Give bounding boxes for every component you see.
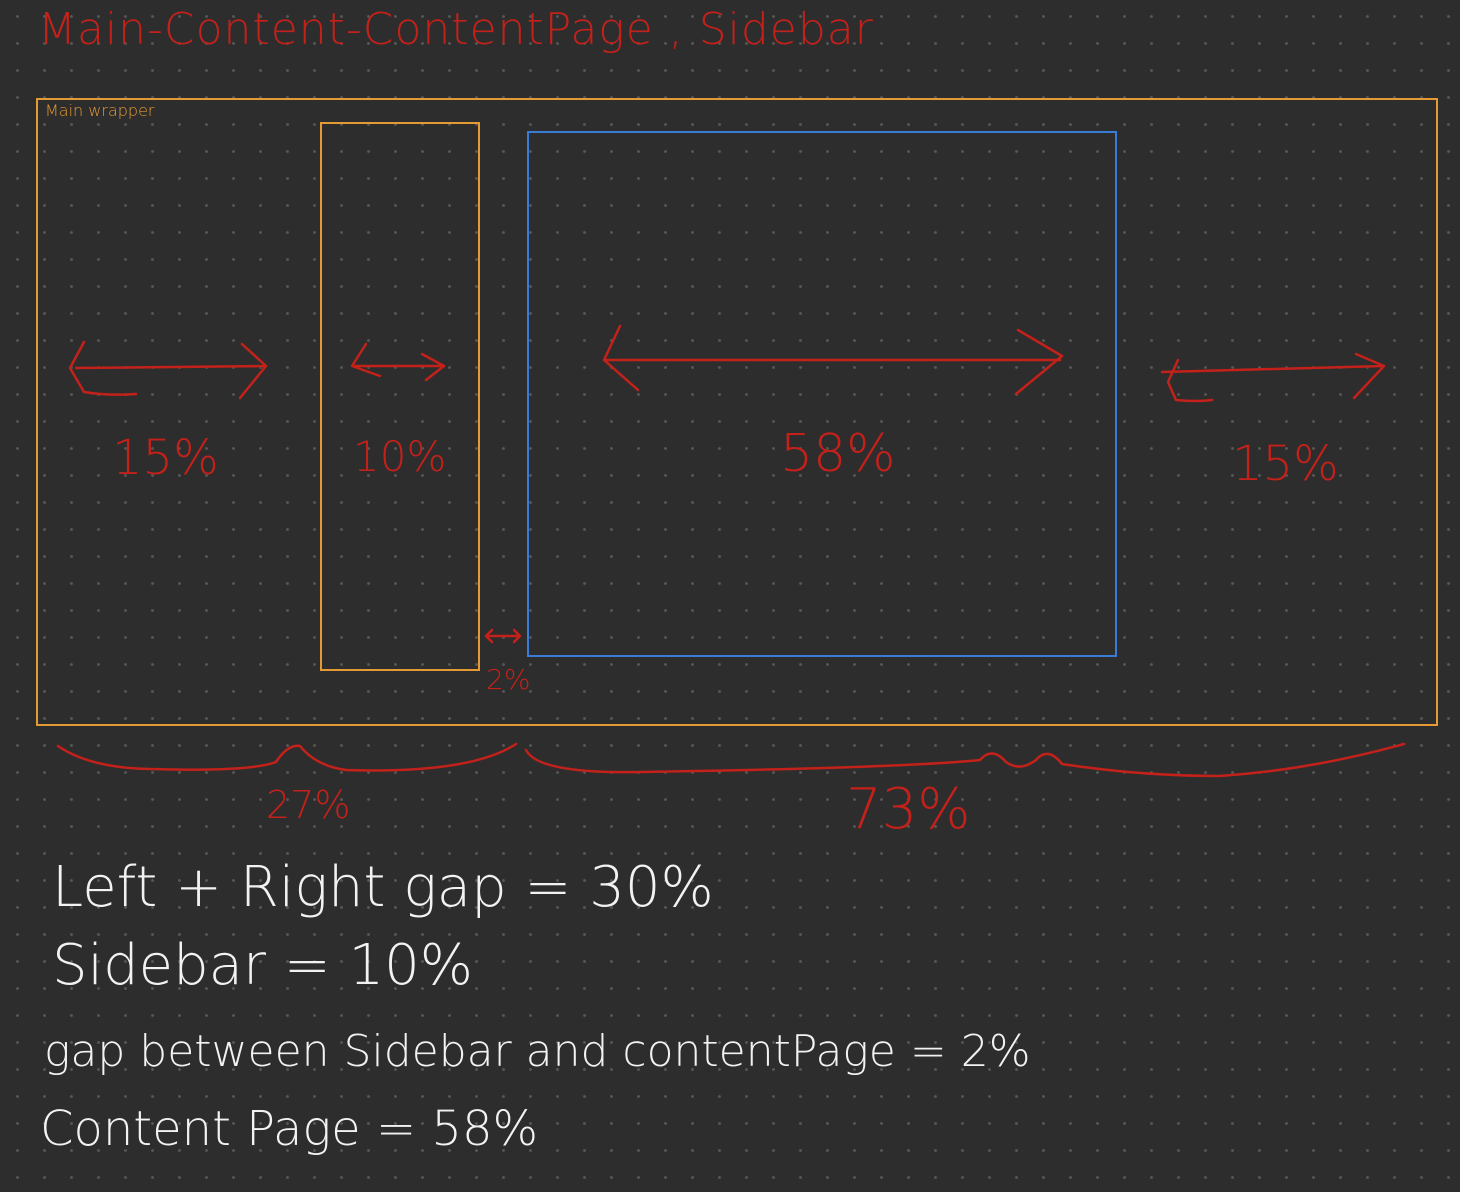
content-page-box <box>527 131 1117 657</box>
note-content: Content Page = 58% <box>40 1101 539 1157</box>
note-between: gap between Sidebar and contentPage = 2% <box>44 1026 1031 1077</box>
sidebar-box <box>320 122 480 671</box>
sidebar-percent: 10% <box>353 432 447 481</box>
left-gap-percent: 15% <box>112 430 219 486</box>
diagram-title: Main-Content-ContentPage , Sidebar <box>38 4 874 55</box>
right-group-brace <box>524 742 1406 778</box>
sidebar-content-gap-percent: 2% <box>486 663 531 696</box>
left-group-percent: 27% <box>266 783 351 827</box>
main-wrapper-box <box>36 98 1438 726</box>
content-page-percent: 58% <box>780 424 896 484</box>
right-gap-percent: 15% <box>1232 436 1339 492</box>
note-sidebar: Sidebar = 10% <box>52 933 473 998</box>
note-gaps: Left + Right gap = 30% <box>52 855 714 920</box>
main-wrapper-label: Main wrapper <box>45 101 155 120</box>
right-group-percent: 73% <box>846 777 971 842</box>
left-group-brace <box>56 742 518 772</box>
